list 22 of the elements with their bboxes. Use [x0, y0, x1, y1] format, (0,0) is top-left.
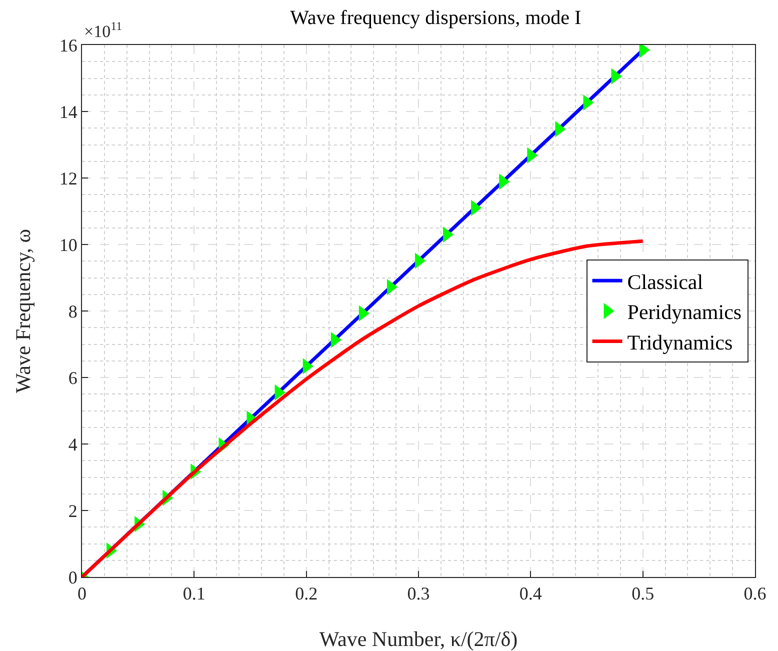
x-tick-label: 0.6 [744, 584, 766, 604]
y-tick-label: 10 [59, 234, 78, 255]
legend-label: Classical [627, 270, 704, 294]
x-tick-label: 0.5 [632, 584, 654, 604]
y-tick-label: 8 [68, 301, 78, 322]
y-tick-label: 2 [68, 500, 78, 521]
y-tick-label: 4 [68, 434, 78, 454]
legend-label: Tridynamics [627, 330, 733, 354]
x-tick-label: 0.2 [295, 584, 318, 604]
y-tick-label: 0 [68, 567, 78, 588]
y-tick-label: 12 [59, 168, 78, 188]
y-tick-label: 14 [59, 102, 78, 122]
chart-title: Wave frequency dispersions, mode I [290, 6, 582, 29]
x-tick-label: 0.4 [519, 584, 542, 604]
y-tick-label: 6 [68, 368, 78, 388]
y-tick-label: 16 [59, 35, 78, 56]
x-axis-title: Wave Number, κ/(2π/δ) [319, 627, 518, 651]
legend-label: Peridynamics [627, 300, 742, 324]
y-axis-title: Wave Frequency, ω [11, 228, 35, 394]
text: ×10$^{11}$ [84, 19, 122, 42]
x-tick-label: 0.1 [182, 584, 206, 604]
x-tick-label: 0.3 [407, 584, 430, 604]
